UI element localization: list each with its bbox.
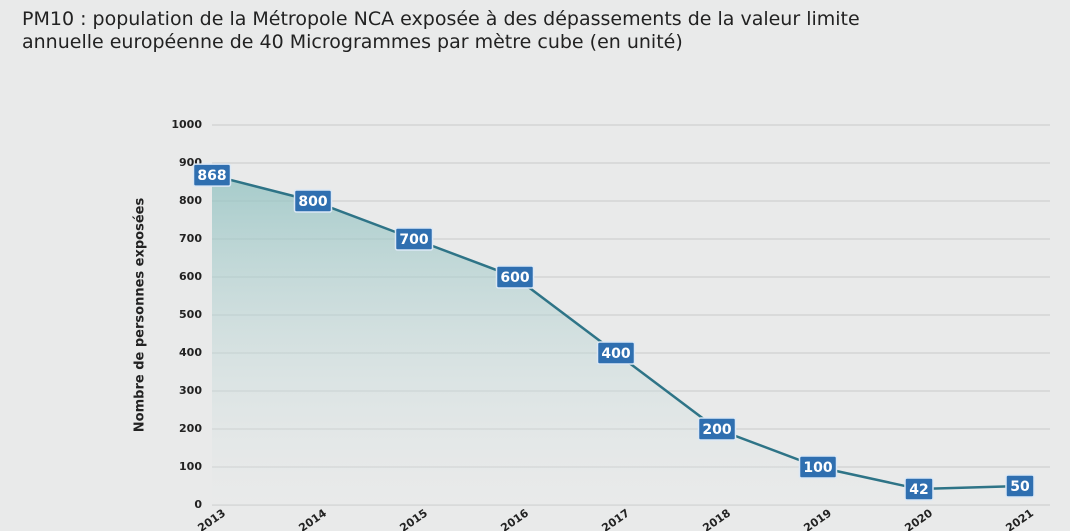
x-tick-label: 2017 — [599, 506, 632, 531]
x-tick-label: 2021 — [1003, 506, 1036, 531]
x-tick-label: 2016 — [498, 506, 531, 531]
value-label-group: 100 — [800, 456, 837, 478]
value-label: 42 — [909, 482, 928, 498]
y-tick-label: 400 — [179, 346, 202, 359]
y-tick-label: 300 — [179, 384, 202, 397]
value-label: 200 — [702, 422, 731, 438]
x-tick-label: 2015 — [397, 506, 430, 531]
value-label: 400 — [601, 346, 630, 362]
y-tick-label: 100 — [179, 460, 202, 473]
y-tick-label: 0 — [194, 498, 202, 511]
page: {"chart_data": {"type": "area", "title":… — [0, 0, 1070, 531]
y-tick-label: 200 — [179, 422, 202, 435]
x-tick-label: 2019 — [801, 506, 834, 531]
area-fill — [212, 175, 1020, 505]
value-label: 868 — [197, 168, 226, 184]
value-label: 100 — [803, 460, 832, 476]
value-label: 700 — [399, 232, 428, 248]
value-label-group: 42 — [905, 478, 933, 500]
x-tick-label: 2014 — [296, 506, 329, 531]
value-label: 600 — [500, 270, 529, 286]
y-tick-label: 600 — [179, 270, 202, 283]
value-label-group: 400 — [598, 342, 635, 364]
chart: Nombre de personnes exposées 0 100 200 300 4… — [0, 0, 1070, 531]
value-label-group: 600 — [497, 266, 534, 288]
value-label-group: 200 — [699, 418, 736, 440]
value-label-group: 50 — [1006, 475, 1034, 497]
value-label-group: 700 — [396, 228, 433, 250]
value-label-group: 800 — [295, 190, 332, 212]
x-tick-label: 2018 — [700, 506, 733, 531]
y-tick-label: 800 — [179, 194, 202, 207]
value-label-group: 868 — [194, 164, 231, 186]
y-axis-label: Nombre de personnes exposées — [133, 198, 148, 433]
y-tick-label: 700 — [179, 232, 202, 245]
y-tick-label: 500 — [179, 308, 202, 321]
x-tick-label: 2020 — [902, 506, 935, 531]
value-label: 800 — [298, 194, 327, 210]
value-label: 50 — [1010, 479, 1030, 495]
y-tick-label: 1000 — [171, 118, 202, 131]
